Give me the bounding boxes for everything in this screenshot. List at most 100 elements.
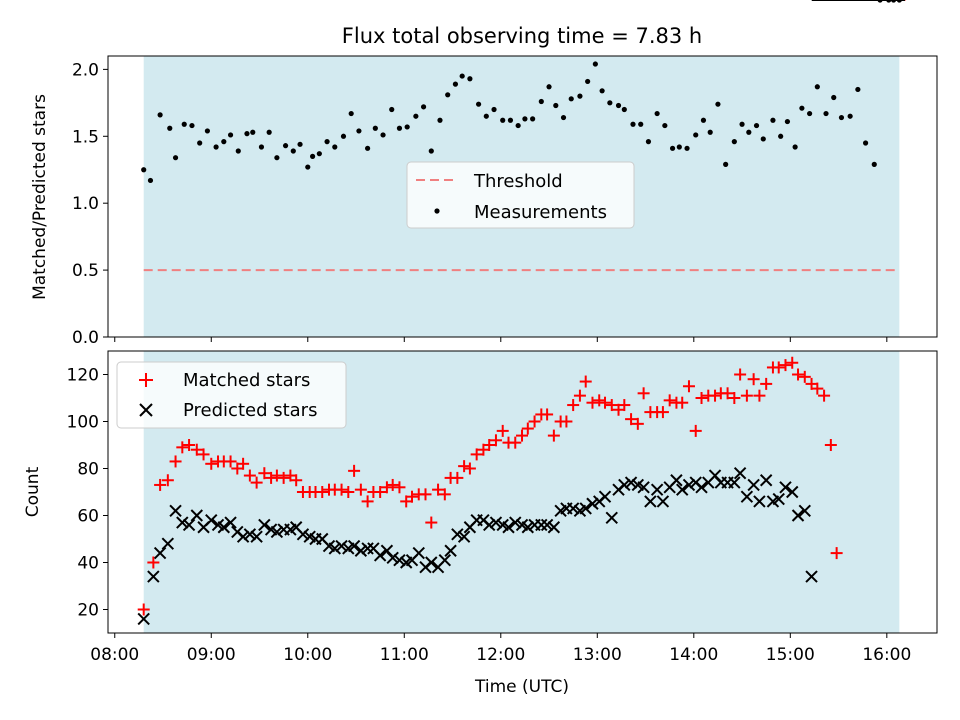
measurement-point [746,129,752,135]
predicted-star-point [361,542,374,555]
matched-star-point [147,556,160,569]
measurement-point [577,93,583,99]
measurement-point [266,129,272,135]
measurement-point [621,106,627,113]
matched-star-point [516,429,529,442]
matched-star-point [824,439,837,451]
measurement-point [807,110,813,117]
predicted-star-point [791,509,805,522]
predicted-star-point [540,518,554,532]
measurement-point [348,110,354,117]
predicted-star-point [637,481,650,494]
predicted-star-point [217,521,231,534]
measurement-point [445,92,451,98]
measurement-point [316,151,322,157]
x-tick-label: 09:00 [187,645,236,665]
bottom-plot-frame [107,350,938,634]
predicted-star-point [205,513,218,527]
measurement-point [483,113,489,119]
matched-star-point [521,422,534,435]
bottom-x-axis-ticks: 08:00 09:00 10:00 11:00 12:00 13:00 14:00 15:00… [90,633,911,665]
x-tick-label: 10:00 [283,645,332,665]
matched-star-point [760,377,773,390]
matched-star-point [354,483,367,496]
predicted-star-point [798,504,811,518]
predicted-star-point [509,516,522,529]
predicted-star-point [296,528,310,541]
matched-star-point [270,469,283,482]
predicted-star-point [457,530,471,543]
measurement-point [404,124,410,130]
measurement-point [389,106,395,113]
measurement-point [305,164,311,170]
x-axis-label: Time (UTC) [474,677,569,697]
matched-star-point [176,441,189,454]
measurement-point [181,121,187,127]
matched-star-point [541,408,554,421]
ratio-panel: 0.0 0.5 1.0 1.5 2.0 Flux total observing tim… [30,0,938,348]
measurement-point [669,145,676,151]
measurement-point [258,144,265,150]
measurement-point [615,102,622,109]
measurement-point [428,148,434,154]
matched-star-point [579,375,592,388]
measurement-point [770,117,776,123]
matched-star-point [721,387,734,400]
measurement-point [831,94,837,101]
matched-star-point [405,490,418,503]
top-x-axis-ticks [114,337,888,342]
measurement-point [290,148,296,154]
predicted-star-point [386,551,399,565]
measurement-point [452,81,459,87]
matched-star-point [335,483,348,496]
measurement-point [715,101,721,107]
matched-star-point [361,495,374,508]
predicted-star-point [137,612,150,626]
measurement-point [282,143,289,149]
predicted-star-point [328,542,341,555]
predicted-star-point [182,518,196,532]
predicted-star-point [347,539,361,553]
matched-star-point [663,394,676,407]
predicted-star-point [176,516,189,529]
measurement-point [654,110,660,117]
measurement-point [592,61,598,67]
predicted-star-point [489,516,503,529]
bottom-y-tick-label: 40 [77,554,99,574]
predicted-star-point [650,483,664,496]
predicted-star-point [438,553,452,567]
measurement-point [662,122,668,129]
measurement-point [823,110,829,117]
legend-matched-swatch [139,373,153,387]
matched-star-point [432,483,445,496]
measurement-point [792,144,798,150]
matched-star-point [386,478,399,491]
predicted-star-point [393,553,406,567]
measurement-point [356,128,362,134]
measurement-point [244,131,250,137]
measurement-point [553,102,559,109]
matched-star-point [811,382,824,395]
measurement-point [778,133,784,139]
matched-star-point [419,488,432,501]
bottom-legend: Matched stars Predicted stars [116,361,347,429]
measurement-point [731,139,737,145]
matched-star-point [190,443,203,456]
bottom-star-points [137,0,906,626]
matched-star-point [137,603,150,616]
legend-matched-label: Matched stars [183,370,310,391]
measurement-point [847,113,853,119]
bottom-legend-box [116,361,347,429]
measurement-point [365,145,371,151]
measurement-point [599,88,605,94]
measurement-point [372,125,378,131]
measurement-point [172,155,179,161]
matched-star-point [792,368,805,381]
measurement-point [340,133,347,139]
predicted-star-point [753,495,766,508]
measurement-point [213,144,219,150]
measurement-point [799,105,805,111]
predicted-star-point [605,511,618,525]
measurement-point [221,139,227,145]
